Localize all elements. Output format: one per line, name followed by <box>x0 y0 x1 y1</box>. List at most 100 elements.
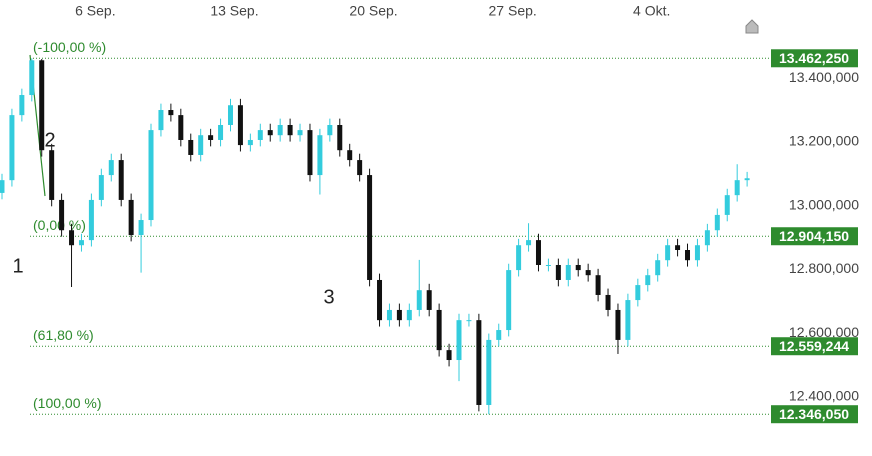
candle-body <box>138 220 144 236</box>
candle-body <box>516 245 522 271</box>
candle-body <box>69 230 75 246</box>
candle-body <box>39 60 45 151</box>
candle-body <box>386 309 392 321</box>
candle-body <box>188 139 194 155</box>
candle-body <box>9 115 15 181</box>
candle-body <box>645 275 651 286</box>
candle-body <box>665 245 671 261</box>
home-icon-shape[interactable] <box>745 19 759 34</box>
annotation: 2 <box>44 129 55 151</box>
candle-body <box>178 115 184 140</box>
y-tick-label: 13.200,000 <box>789 133 859 149</box>
candle-body <box>347 150 353 161</box>
candle-body <box>446 350 452 361</box>
candle-body <box>436 309 442 351</box>
candle-body <box>704 230 710 246</box>
candle-body <box>158 110 164 131</box>
candle-body <box>247 139 253 146</box>
candle-body <box>337 125 343 151</box>
x-tick-label: 20 Sep. <box>349 3 397 19</box>
candle-body <box>426 290 432 310</box>
candle-body <box>555 264 561 280</box>
candle-body <box>406 309 412 321</box>
price-box-label: 12.904,150 <box>779 228 849 244</box>
y-tick-label: 12.800,000 <box>789 260 859 276</box>
candle-body <box>327 125 333 136</box>
candle-body <box>615 309 621 340</box>
x-tick-label: 4 Okt. <box>633 3 670 19</box>
candle-body <box>287 125 293 136</box>
candle-body <box>496 330 502 340</box>
candle-body <box>734 180 740 196</box>
candle-body <box>218 125 224 140</box>
candle-body <box>506 270 512 331</box>
candle-body <box>655 260 661 276</box>
candle-body <box>0 180 5 193</box>
candle-body <box>625 300 631 340</box>
candle-body <box>118 160 124 200</box>
candle-body <box>237 105 243 146</box>
candle-body <box>307 130 313 176</box>
price-box <box>771 49 858 68</box>
y-tick-label: 13.400,000 <box>789 69 859 85</box>
x-tick-label: 6 Sep. <box>75 3 115 19</box>
price-box <box>771 405 858 424</box>
candle-body <box>595 275 601 295</box>
candle-body <box>635 285 641 301</box>
candle-body <box>78 240 84 246</box>
candle-body <box>694 245 700 261</box>
fib-level-label: (61,80 %) <box>33 327 94 343</box>
candle-body <box>168 110 174 116</box>
price-box-label: 12.346,050 <box>779 406 849 422</box>
candle-body <box>367 175 373 280</box>
candle-body <box>377 279 383 321</box>
candle-body <box>396 309 402 321</box>
price-box-label: 12.559,244 <box>779 338 849 354</box>
candle-body <box>744 178 750 181</box>
y-tick-label: 12.400,000 <box>789 388 859 404</box>
candle-body <box>535 240 541 265</box>
candle-body <box>605 294 611 310</box>
candle-body <box>19 95 25 116</box>
candle-body <box>476 320 482 405</box>
candle-body <box>267 130 273 136</box>
candle-body <box>317 135 323 176</box>
fib-level-label: (100,00 %) <box>33 395 101 411</box>
candle-body <box>545 264 551 266</box>
candle-body <box>277 125 283 136</box>
candle-body <box>49 150 55 200</box>
home-icon[interactable] <box>745 19 759 34</box>
candle-body <box>208 135 214 140</box>
candle-body <box>297 130 303 136</box>
candle-body <box>357 160 363 176</box>
candle-body <box>108 160 114 176</box>
candle-body <box>198 135 204 155</box>
x-tick-label: 27 Sep. <box>489 3 537 19</box>
fib-level-label: (-100,00 %) <box>33 39 106 55</box>
candle-body <box>466 320 472 322</box>
y-tick-label: 13.000,000 <box>789 196 859 212</box>
candle-body <box>685 250 691 261</box>
y-tick-label: 12.600,000 <box>789 324 859 340</box>
candle-body <box>29 60 35 96</box>
candle-body <box>98 175 104 200</box>
price-box <box>771 227 858 246</box>
candle-body <box>575 264 581 271</box>
candle-body <box>486 339 492 405</box>
candle-body <box>227 105 233 126</box>
price-box <box>771 337 858 356</box>
candle-body <box>128 199 134 236</box>
annotation: 3 <box>323 286 334 308</box>
x-tick-label: 13 Sep. <box>210 3 258 19</box>
candle-body <box>59 199 65 231</box>
candle-body <box>714 214 720 231</box>
candle-body <box>526 240 532 246</box>
candle-body <box>416 290 422 310</box>
price-box-label: 13.462,250 <box>779 50 849 66</box>
candle-body <box>148 130 154 221</box>
candle-body <box>724 195 730 215</box>
annotation: 1 <box>12 255 23 277</box>
candle-body <box>456 320 462 361</box>
